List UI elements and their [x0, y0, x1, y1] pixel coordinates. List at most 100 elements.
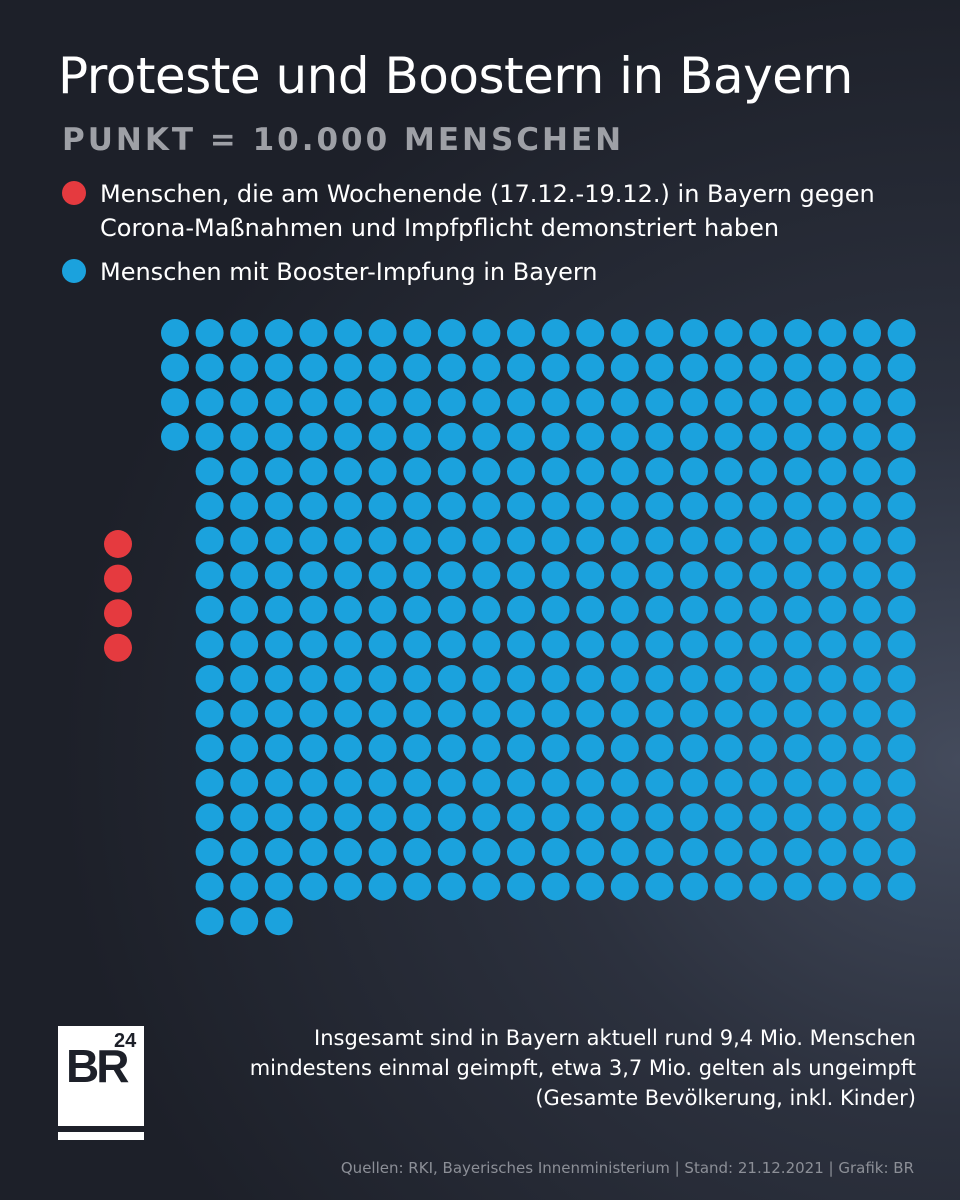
booster-dot [507, 872, 535, 901]
booster-dot [887, 630, 916, 659]
booster-dot [334, 630, 362, 659]
booster-dot [714, 768, 743, 797]
booster-dot [541, 353, 570, 382]
booster-dot [230, 457, 259, 486]
booster-dot [783, 319, 812, 347]
booster-dot [195, 734, 224, 763]
booster-dot [818, 422, 847, 451]
booster-dot [368, 353, 397, 382]
booster-dot [714, 457, 743, 486]
booster-dot [680, 561, 708, 590]
legend-item-protest: Menschen, die am Wochenende (17.12.-19.1… [62, 177, 942, 245]
booster-dot [299, 630, 328, 659]
booster-dot [680, 388, 708, 417]
booster-dot [541, 388, 570, 417]
booster-dot [472, 872, 501, 901]
booster-dot [714, 526, 743, 555]
booster-dot [749, 630, 778, 659]
booster-dot [437, 665, 466, 693]
booster-dot [230, 630, 259, 659]
booster-dot [887, 457, 916, 486]
booster-dot [507, 422, 535, 451]
booster-dot [230, 492, 259, 520]
booster-dot [437, 595, 466, 624]
booster-dot [645, 388, 674, 417]
booster-dot [403, 872, 432, 901]
booster-dot [264, 422, 293, 451]
booster-dot [507, 734, 535, 763]
booster-dot [680, 526, 708, 555]
booster-dot [195, 768, 224, 797]
booster-dot [299, 768, 328, 797]
booster-dot [818, 768, 847, 797]
booster-dot [541, 595, 570, 624]
booster-dot [645, 630, 674, 659]
booster-dot [230, 838, 259, 866]
booster-dot [853, 526, 881, 555]
booster-dot [334, 872, 362, 901]
booster-dot [299, 803, 328, 832]
booster-dot [299, 838, 328, 866]
booster-dot [680, 665, 708, 693]
booster-dot [853, 353, 881, 382]
booster-dot [749, 665, 778, 693]
booster-dot [714, 422, 743, 451]
booster-dot [680, 768, 708, 797]
booster-dot [541, 803, 570, 832]
booster-dot [507, 457, 535, 486]
booster-dot [230, 872, 259, 901]
booster-dot [749, 699, 778, 728]
booster-dot [645, 353, 674, 382]
booster-dot [818, 561, 847, 590]
booster-dot [264, 665, 293, 693]
booster-dot [437, 353, 466, 382]
booster-dot [472, 595, 501, 624]
booster-dot [576, 872, 605, 901]
booster-dot [610, 803, 639, 832]
booster-dot [853, 457, 881, 486]
booster-dot [334, 422, 362, 451]
booster-dot [472, 561, 501, 590]
booster-dot [887, 665, 916, 693]
booster-dot [783, 630, 812, 659]
booster-dot [403, 838, 432, 866]
booster-dot [818, 595, 847, 624]
booster-dot [334, 838, 362, 866]
booster-dot [576, 803, 605, 832]
booster-dot [403, 526, 432, 555]
br24-logo: BR 24 [58, 1026, 144, 1140]
booster-dot [610, 595, 639, 624]
booster-dot [368, 872, 397, 901]
booster-dot [576, 353, 605, 382]
booster-dot [230, 353, 259, 382]
booster-dot [161, 319, 189, 347]
legend-label-protest: Menschen, die am Wochenende (17.12.-19.1… [100, 180, 875, 242]
booster-dot [610, 630, 639, 659]
booster-dot [299, 388, 328, 417]
booster-dot [264, 699, 293, 728]
booster-dot [576, 665, 605, 693]
booster-dot [887, 353, 916, 382]
booster-dot [610, 699, 639, 728]
legend-dot-red-icon [62, 181, 86, 205]
booster-dot [749, 319, 778, 347]
booster-dot [680, 803, 708, 832]
booster-dot [576, 526, 605, 555]
booster-dot [437, 699, 466, 728]
booster-dot [680, 492, 708, 520]
booster-dot [195, 492, 224, 520]
booster-dot [818, 526, 847, 555]
booster-dot [749, 768, 778, 797]
booster-dot [299, 457, 328, 486]
legend-label-booster: Menschen mit Booster-Impfung in Bayern [100, 258, 598, 286]
booster-dot [610, 526, 639, 555]
booster-dot [403, 492, 432, 520]
booster-dot [645, 492, 674, 520]
booster-dot [507, 838, 535, 866]
booster-dot [818, 630, 847, 659]
booster-dot [403, 699, 432, 728]
booster-dot [368, 457, 397, 486]
booster-dot [507, 388, 535, 417]
protest-dot [104, 599, 132, 628]
booster-dot [541, 665, 570, 693]
